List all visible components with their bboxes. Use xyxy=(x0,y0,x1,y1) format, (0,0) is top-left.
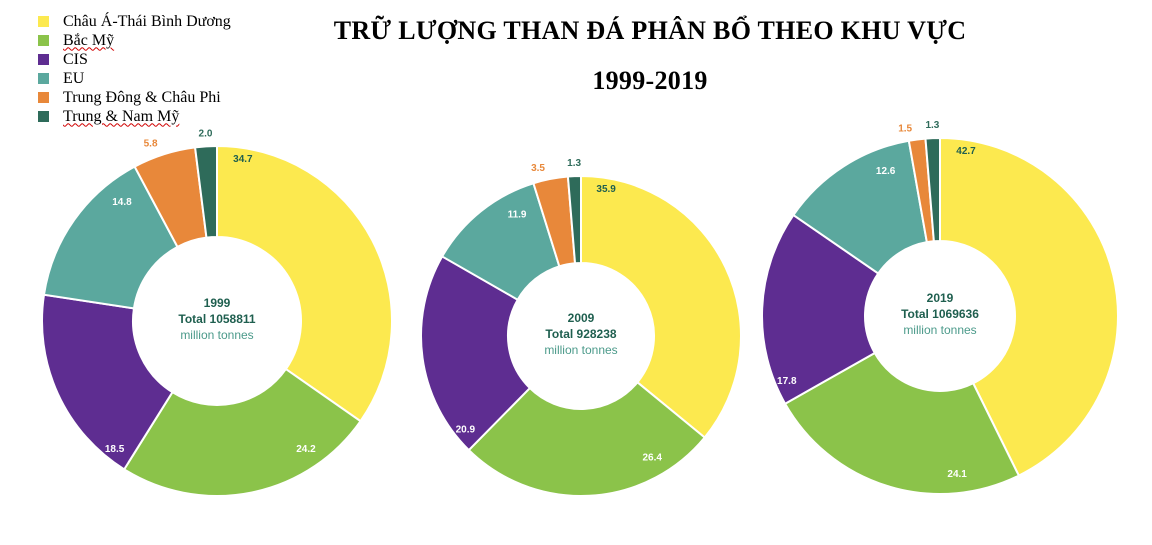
donut-slice xyxy=(216,144,393,423)
donut-slice xyxy=(924,136,941,243)
legend-swatch xyxy=(38,111,49,122)
slice-value-label: 17.8 xyxy=(777,376,797,387)
center-total-label: Total 1069636 xyxy=(901,307,979,321)
center-unit-label: million tonnes xyxy=(544,343,617,357)
slice-value-label: 18.5 xyxy=(105,444,125,455)
slice-value-label: 1.3 xyxy=(925,120,939,131)
donut-slice xyxy=(420,255,532,452)
slice-value-label: 3.5 xyxy=(531,163,545,174)
donut-slice xyxy=(580,174,742,439)
slice-value-label: 11.9 xyxy=(508,210,527,221)
legend-item: EU xyxy=(38,69,231,88)
slice-value-label: 5.8 xyxy=(144,139,158,150)
center-total-label: Total 928238 xyxy=(545,327,616,341)
center-year-label: 2009 xyxy=(568,311,595,325)
slice-value-label: 35.9 xyxy=(596,184,616,195)
legend-label: Trung & Nam Mỹ xyxy=(63,107,180,125)
chart-title: TRỮ LƯỢNG THAN ĐÁ PHÂN BỔ THEO KHU VỰC xyxy=(333,16,967,45)
slice-value-label: 14.8 xyxy=(112,197,132,208)
slice-value-label: 34.7 xyxy=(233,154,253,165)
slice-value-label: 42.7 xyxy=(956,146,976,157)
chart-subtitle-years: 1999-2019 xyxy=(592,66,708,95)
legend-swatch xyxy=(38,73,49,84)
center-year-label: 1999 xyxy=(204,296,231,310)
slice-value-label: 2.0 xyxy=(199,128,213,139)
legend-label: Châu Á-Thái Bình Dương xyxy=(63,12,231,30)
donut-chart-2019: 42.7 24.1 17.8 12.6 1.5 1.3 2019 Total 1069636 m… xyxy=(761,120,1119,495)
donut-slice xyxy=(41,293,174,471)
legend-item: CIS xyxy=(38,50,231,69)
legend-label: Bắc Mỹ xyxy=(63,31,115,49)
center-year-label: 2019 xyxy=(927,291,954,305)
legend-item: Trung & Nam Mỹ xyxy=(38,107,231,126)
center-unit-label: million tonnes xyxy=(180,328,253,342)
legend-item: Châu Á-Thái Bình Dương xyxy=(38,12,231,31)
slice-value-label: 24.1 xyxy=(947,469,967,480)
donut-chart-1999: 34.7 24.2 18.5 14.8 5.8 2.0 1999 Total 1058811 m… xyxy=(41,128,393,497)
legend-item: Bắc Mỹ xyxy=(38,31,231,50)
donut-chart-2009: 35.9 26.4 20.9 11.9 3.5 1.3 2009 Total 928238 mi… xyxy=(420,158,742,497)
legend-label: Trung Đông & Châu Phi xyxy=(63,88,221,106)
donut-slice xyxy=(566,174,582,265)
slice-value-label: 20.9 xyxy=(456,424,476,435)
donut-slice xyxy=(193,144,218,239)
donut-slice xyxy=(939,136,1119,477)
donut-slice xyxy=(122,367,362,497)
donut-slice xyxy=(761,213,880,406)
legend: Châu Á-Thái Bình Dương Bắc Mỹ CIS EU Trung Đ… xyxy=(38,12,231,126)
legend-swatch xyxy=(38,54,49,65)
donut-slice xyxy=(467,380,707,497)
legend-swatch xyxy=(38,16,49,27)
legend-item: Trung Đông & Châu Phi xyxy=(38,88,231,107)
slice-value-label: 12.6 xyxy=(876,166,896,177)
slice-value-label: 24.2 xyxy=(296,444,316,455)
slice-value-label: 1.3 xyxy=(567,158,581,169)
legend-swatch xyxy=(38,35,49,46)
slice-value-label: 1.5 xyxy=(898,124,912,135)
legend-label: CIS xyxy=(63,50,88,68)
legend-label: EU xyxy=(63,69,85,87)
center-unit-label: million tonnes xyxy=(903,323,976,337)
legend-swatch xyxy=(38,92,49,103)
slice-value-label: 26.4 xyxy=(642,453,662,464)
donut-slice xyxy=(783,351,1021,495)
center-total-label: Total 1058811 xyxy=(178,312,255,326)
